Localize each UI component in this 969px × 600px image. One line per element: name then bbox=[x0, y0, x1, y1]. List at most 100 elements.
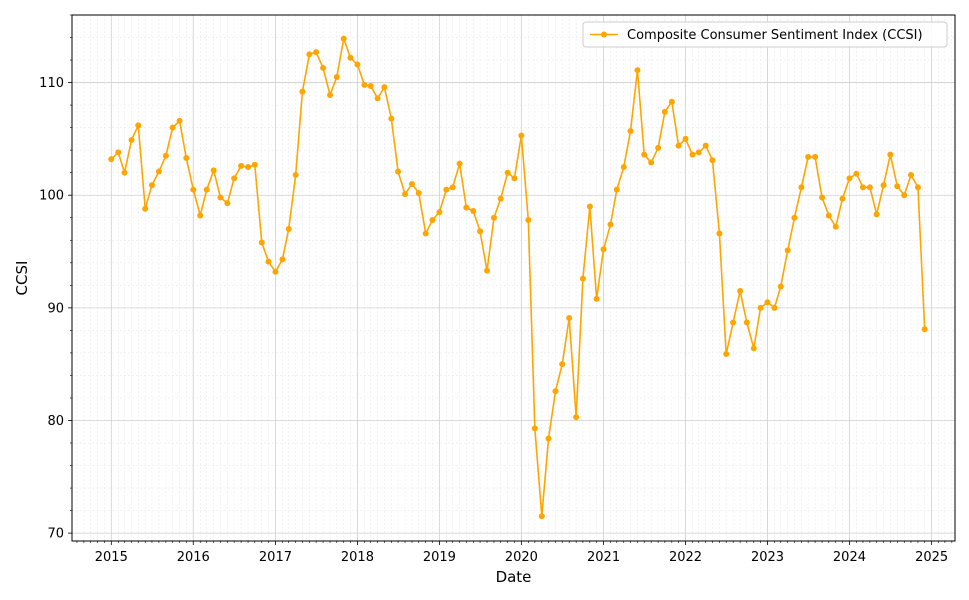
data-point bbox=[108, 156, 115, 163]
data-point bbox=[210, 167, 217, 174]
x-tick-label: 2021 bbox=[587, 550, 620, 565]
data-point bbox=[825, 212, 832, 219]
data-point bbox=[593, 295, 600, 302]
x-tick-label: 2024 bbox=[833, 550, 866, 565]
data-point bbox=[887, 151, 894, 158]
data-point bbox=[402, 191, 409, 198]
data-point bbox=[566, 314, 573, 321]
data-point bbox=[764, 299, 771, 306]
data-point bbox=[798, 184, 805, 191]
data-point bbox=[901, 192, 908, 199]
data-point bbox=[525, 216, 532, 223]
data-point bbox=[716, 230, 723, 237]
data-point bbox=[682, 135, 689, 142]
data-point bbox=[497, 195, 504, 202]
data-point bbox=[839, 195, 846, 202]
data-point bbox=[695, 149, 702, 156]
data-point bbox=[251, 161, 258, 168]
data-point bbox=[306, 51, 313, 58]
data-point bbox=[648, 159, 655, 166]
data-point bbox=[907, 171, 914, 178]
data-point bbox=[128, 137, 135, 144]
x-tick-label: 2018 bbox=[341, 550, 374, 565]
x-tick-label: 2020 bbox=[505, 550, 538, 565]
data-point bbox=[320, 64, 327, 71]
legend-entry-ccsi: Composite Consumer Sentiment Index (CCSI… bbox=[627, 28, 923, 43]
data-point bbox=[586, 203, 593, 210]
data-point bbox=[668, 98, 675, 105]
data-point bbox=[224, 200, 231, 207]
data-point bbox=[518, 132, 525, 139]
data-point bbox=[627, 128, 634, 135]
data-point bbox=[203, 186, 210, 193]
data-point bbox=[238, 162, 245, 169]
data-point bbox=[142, 205, 149, 212]
data-point bbox=[463, 204, 470, 211]
data-point bbox=[784, 247, 791, 254]
x-tick-label: 2017 bbox=[259, 550, 292, 565]
data-point bbox=[436, 209, 443, 216]
data-point bbox=[689, 151, 696, 158]
data-point bbox=[327, 91, 334, 98]
y-tick-label: 110 bbox=[39, 76, 64, 91]
data-point bbox=[265, 258, 272, 265]
data-point bbox=[258, 239, 265, 246]
data-point bbox=[538, 513, 545, 520]
y-tick-label: 100 bbox=[39, 189, 64, 204]
data-point bbox=[846, 175, 853, 182]
data-point bbox=[873, 211, 880, 218]
data-point bbox=[374, 95, 381, 102]
data-point bbox=[791, 214, 798, 221]
data-point bbox=[231, 175, 238, 182]
data-point bbox=[367, 82, 374, 89]
data-point bbox=[388, 115, 395, 122]
x-tick-label: 2023 bbox=[751, 550, 784, 565]
plot-frame bbox=[71, 14, 956, 542]
data-point bbox=[279, 256, 286, 263]
x-tick-label: 2022 bbox=[669, 550, 702, 565]
data-point bbox=[921, 326, 928, 333]
data-point bbox=[217, 194, 224, 201]
y-axis: 70 80 90 100 110 bbox=[39, 14, 72, 542]
x-tick-label: 2015 bbox=[95, 550, 128, 565]
major-grid bbox=[72, 15, 955, 541]
data-point bbox=[272, 268, 279, 275]
data-point bbox=[511, 175, 518, 182]
data-point bbox=[148, 182, 155, 189]
data-point bbox=[135, 122, 142, 129]
x-tick-label: 2025 bbox=[915, 550, 948, 565]
x-axis-title: Date bbox=[496, 568, 532, 586]
data-point bbox=[245, 164, 252, 171]
data-point bbox=[361, 81, 368, 88]
data-point bbox=[176, 117, 183, 124]
data-point bbox=[914, 184, 921, 191]
data-point bbox=[812, 153, 819, 160]
data-point bbox=[866, 184, 873, 191]
y-tick-label: 90 bbox=[47, 301, 64, 316]
data-point bbox=[470, 207, 477, 214]
data-point bbox=[552, 388, 559, 395]
data-point bbox=[859, 184, 866, 191]
data-point bbox=[709, 157, 716, 164]
data-point bbox=[634, 67, 641, 74]
data-point bbox=[579, 275, 586, 282]
data-point bbox=[743, 319, 750, 326]
data-point bbox=[456, 160, 463, 167]
x-tick-label: 2019 bbox=[423, 550, 456, 565]
data-point bbox=[285, 226, 292, 232]
data-point bbox=[169, 124, 176, 131]
data-point bbox=[422, 230, 429, 237]
data-point bbox=[675, 142, 682, 149]
data-point bbox=[490, 214, 497, 221]
data-point bbox=[395, 168, 402, 175]
data-point bbox=[504, 169, 511, 176]
data-point bbox=[162, 152, 169, 159]
data-point bbox=[381, 84, 388, 91]
legend-marker-sample bbox=[601, 31, 607, 38]
data-point bbox=[443, 186, 450, 193]
data-point bbox=[737, 287, 744, 294]
data-point bbox=[730, 319, 737, 326]
series-layer bbox=[108, 35, 928, 520]
data-point bbox=[477, 228, 484, 235]
